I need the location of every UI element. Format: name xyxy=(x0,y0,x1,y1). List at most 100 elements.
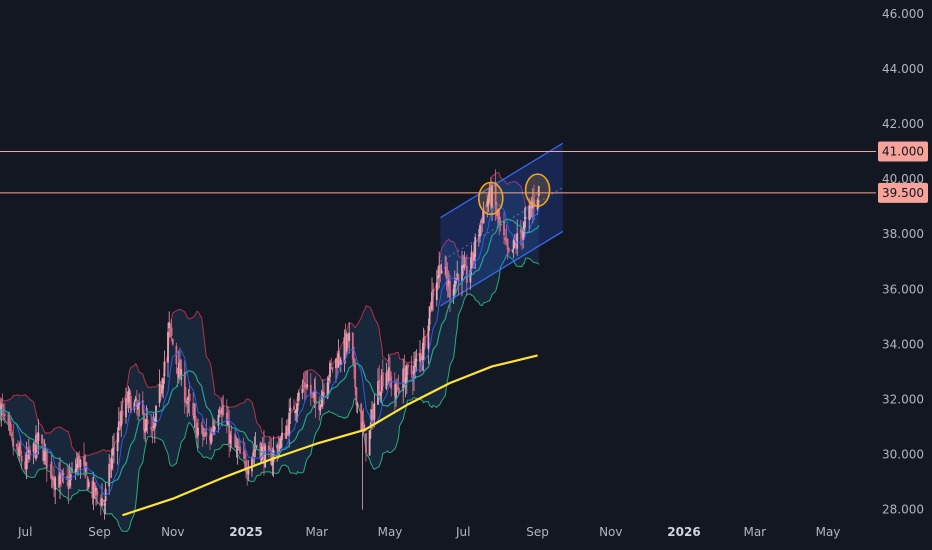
candle-body xyxy=(414,361,417,368)
candle-body xyxy=(309,384,312,395)
candle-body xyxy=(15,444,18,447)
highlight-circles[interactable] xyxy=(477,173,551,216)
candle-body xyxy=(445,266,448,279)
y-tick-label: 40.000 xyxy=(882,172,924,186)
horizontal-lines[interactable]: 41.000 39.500 xyxy=(0,141,928,203)
candle-body xyxy=(229,434,232,444)
price-axis[interactable]: 28.000 30.000 32.000 34.000 36.000 38.000 40.0… xyxy=(882,7,924,517)
candle xyxy=(427,318,430,364)
candle xyxy=(323,383,325,405)
candle-body xyxy=(429,302,432,308)
candle xyxy=(119,411,121,431)
candle-body xyxy=(491,185,493,208)
candle-body xyxy=(111,448,114,456)
candle xyxy=(25,441,28,480)
candle xyxy=(54,475,57,504)
x-tick-label: Nov xyxy=(599,525,622,539)
candle-body xyxy=(45,449,48,469)
candle-body xyxy=(204,432,207,434)
candle-body xyxy=(185,399,187,403)
candle xyxy=(18,441,21,462)
candle-body xyxy=(260,446,263,461)
candle xyxy=(96,487,99,505)
candle xyxy=(284,425,287,439)
candle xyxy=(42,438,45,465)
candle xyxy=(242,437,245,459)
candle xyxy=(403,354,406,388)
candles xyxy=(0,169,540,520)
candle-body xyxy=(435,282,438,300)
candle-body xyxy=(529,205,532,208)
candle xyxy=(429,301,432,312)
candle xyxy=(294,409,297,422)
candle-body xyxy=(163,361,166,377)
y-tick-label: 30.000 xyxy=(882,448,924,462)
candle xyxy=(186,397,189,418)
candle xyxy=(143,409,145,440)
candle-body xyxy=(432,289,435,297)
candle-body xyxy=(119,423,121,429)
candle xyxy=(93,481,96,500)
candle-body xyxy=(361,422,364,430)
candle-body xyxy=(144,428,147,433)
candle-body xyxy=(104,488,107,502)
candle xyxy=(218,406,221,418)
candle-body xyxy=(253,449,256,452)
candle-body xyxy=(110,458,113,469)
candle-body xyxy=(78,455,81,467)
candle-body xyxy=(179,359,181,378)
candle xyxy=(150,413,153,437)
candle-body xyxy=(261,446,264,449)
candle-body xyxy=(236,448,239,450)
candle xyxy=(402,358,405,404)
candle xyxy=(253,436,256,466)
candle xyxy=(453,270,456,295)
candle xyxy=(314,376,317,418)
x-tick-label: Nov xyxy=(161,525,184,539)
candle xyxy=(348,322,351,354)
channel-lower-line[interactable] xyxy=(440,230,564,307)
candle-body xyxy=(464,265,467,266)
candle-body xyxy=(193,415,196,419)
highlight-circle[interactable] xyxy=(524,173,551,207)
candle xyxy=(321,379,324,409)
candle-body xyxy=(285,426,288,436)
candle-body xyxy=(17,446,19,453)
candle-body xyxy=(170,327,173,336)
channel-upper-line[interactable] xyxy=(440,142,564,219)
horizontal-line[interactable]: 41.000 xyxy=(0,141,928,162)
candle-body xyxy=(87,482,90,487)
candle-body xyxy=(345,333,348,352)
horizontal-line[interactable]: 39.500 xyxy=(0,182,928,203)
candle-body xyxy=(431,291,433,310)
highlight-circle[interactable] xyxy=(477,181,504,216)
candle xyxy=(339,357,342,373)
candle xyxy=(15,443,18,451)
candle-body xyxy=(113,447,115,449)
candle-body xyxy=(41,434,43,444)
candle xyxy=(481,210,484,233)
ma-fast-line xyxy=(0,204,540,497)
candle xyxy=(158,369,161,408)
candle xyxy=(387,353,390,385)
candle-body xyxy=(151,429,154,432)
candle-body xyxy=(245,460,247,473)
candle-body xyxy=(252,452,255,457)
candle xyxy=(205,418,208,445)
candle-body xyxy=(120,410,123,427)
candle xyxy=(121,397,124,424)
candle xyxy=(45,449,48,483)
candle-body xyxy=(129,395,132,413)
candle xyxy=(313,378,316,409)
candle xyxy=(144,419,147,443)
candle-body xyxy=(176,367,179,375)
candle-body xyxy=(19,443,22,455)
candle-body xyxy=(67,481,70,489)
candle xyxy=(528,198,531,233)
time-axis[interactable]: Jul Sep Nov 2025 Mar May Jul Sep Nov 2026 Mar May xyxy=(17,525,840,539)
candle xyxy=(462,254,465,276)
candle-body xyxy=(474,237,477,257)
candle xyxy=(201,418,204,447)
candle xyxy=(219,406,222,418)
